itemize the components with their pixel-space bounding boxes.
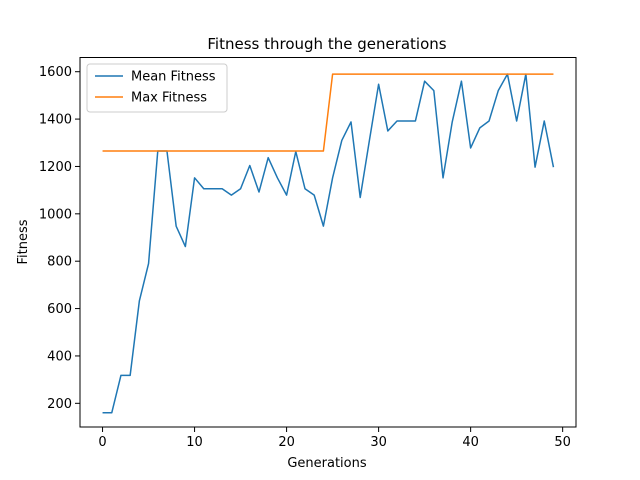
x-axis: 0 10 20 30 40 50 [98, 427, 571, 450]
y-tick-label: 1000 [39, 207, 72, 222]
legend-label-mean-fitness: Mean Fitness [131, 70, 216, 85]
x-tick-label: 30 [370, 435, 387, 450]
chart-title: Fitness through the generations [207, 35, 446, 53]
legend-label-max-fitness: Max Fitness [131, 91, 207, 106]
series-line-mean-fitness [102, 73, 555, 414]
y-axis-label: Fitness [16, 219, 31, 264]
y-tick-label: 1600 [39, 65, 72, 80]
y-tick-label: 600 [47, 302, 72, 317]
x-tick-label: 40 [462, 435, 479, 450]
y-axis: 200 400 600 800 1000 1200 1400 1600 [39, 65, 80, 412]
x-tick-label: 20 [278, 435, 295, 450]
x-tick-label: 50 [554, 435, 571, 450]
plot-area-frame [79, 57, 577, 428]
x-tick-label: 0 [98, 435, 106, 450]
x-axis-label: Generations [287, 456, 367, 471]
legend: Mean Fitness Max Fitness [86, 63, 228, 113]
series-line-max-fitness [102, 73, 554, 152]
series-layer [102, 73, 555, 414]
y-tick-label: 800 [47, 255, 72, 270]
y-tick-label: 400 [47, 349, 72, 364]
y-tick-label: 1400 [39, 113, 72, 128]
x-tick-label: 10 [186, 435, 203, 450]
y-tick-label: 1200 [39, 160, 72, 175]
y-tick-label: 200 [47, 397, 72, 412]
